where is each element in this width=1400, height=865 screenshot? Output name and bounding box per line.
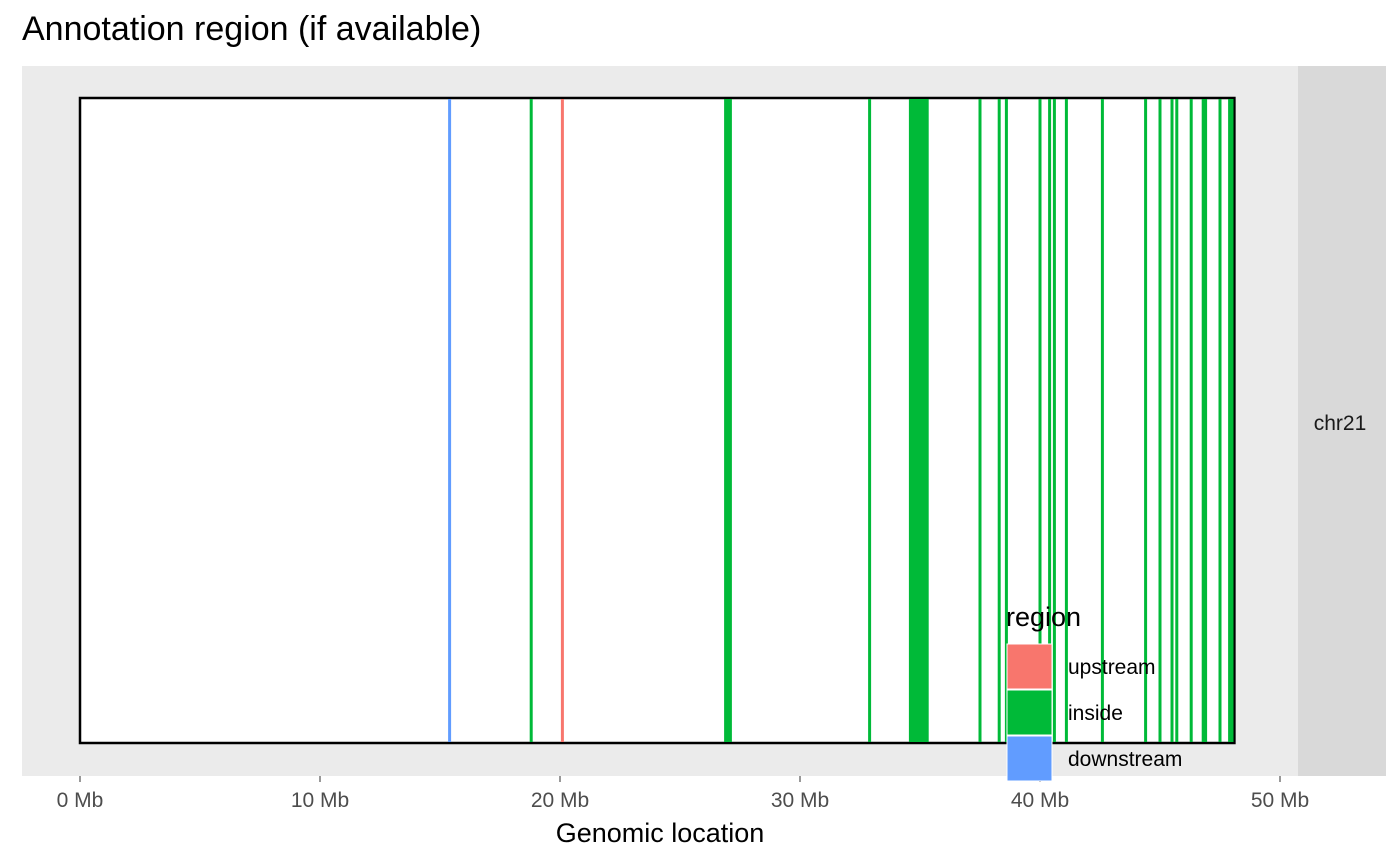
- x-tick-label-5: 50 Mb: [1251, 789, 1309, 812]
- legend-swatch-downstream: [1006, 735, 1053, 782]
- x-tick-label-2: 20 Mb: [531, 789, 589, 812]
- facet-label: chr21: [1314, 412, 1367, 435]
- legend-label-downstream: downstream: [1068, 748, 1182, 771]
- facet-strip: [1298, 66, 1386, 776]
- x-tick-label-0: 0 Mb: [57, 789, 104, 812]
- legend: region upstream inside downstream: [1006, 602, 1182, 782]
- x-tick-label-4: 40 Mb: [1011, 789, 1069, 812]
- x-axis-title: Genomic location: [556, 818, 765, 848]
- legend-swatch-inside: [1006, 689, 1053, 736]
- x-tick-label-3: 30 Mb: [771, 789, 829, 812]
- chart-title: Annotation region (if available): [22, 10, 482, 48]
- legend-swatch-upstream: [1006, 643, 1053, 690]
- legend-title: region: [1006, 602, 1081, 632]
- legend-label-upstream: upstream: [1068, 656, 1156, 679]
- legend-label-inside: inside: [1068, 702, 1123, 725]
- x-tick-label-1: 10 Mb: [291, 789, 349, 812]
- chromosome-ideogram: [78, 96, 1236, 745]
